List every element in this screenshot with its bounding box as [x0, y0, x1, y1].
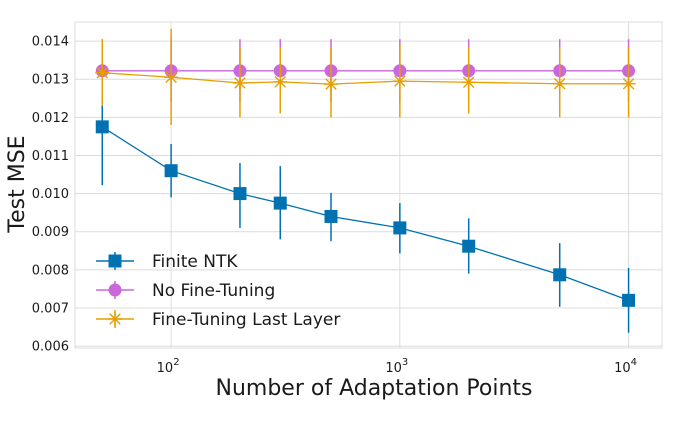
data-point — [392, 74, 407, 89]
legend: Finite NTK No Fine-Tuning Fine-Tuning Last… — [96, 252, 340, 330]
data-point — [461, 75, 476, 90]
data-point — [95, 65, 110, 80]
x-tick-label: 102 — [157, 357, 180, 376]
series-line — [102, 72, 629, 85]
y-tick-label: 0.013 — [32, 73, 69, 88]
legend-marker — [108, 312, 122, 326]
series-line — [101, 126, 629, 301]
data-point — [462, 239, 476, 253]
data-point — [393, 221, 407, 235]
y-tick-label: 0.008 — [32, 263, 69, 278]
legend-entry: Fine-Tuning Last Layer — [96, 310, 340, 330]
series-layer — [95, 28, 636, 333]
data-point — [95, 120, 109, 134]
plot-frame — [74, 21, 663, 349]
series-fine-tuning-last-layer — [95, 28, 636, 125]
y-tick-label: 0.012 — [32, 111, 69, 126]
legend-label: Finite NTK — [152, 252, 238, 272]
y-tick-label: 0.011 — [32, 149, 69, 164]
data-point — [622, 293, 636, 307]
legend-label: Fine-Tuning Last Layer — [152, 310, 340, 330]
data-point — [621, 76, 636, 91]
y-axis: 0.006 0.007 0.008 0.009 0.010 0.011 0.012 0.013… — [32, 35, 69, 355]
data-point — [324, 209, 338, 223]
legend-entry: No Fine-Tuning — [96, 281, 275, 301]
x-tick-label: 104 — [614, 357, 637, 376]
y-tick-label: 0.007 — [32, 301, 69, 316]
data-point — [553, 268, 567, 282]
data-point — [273, 74, 288, 89]
data-point — [273, 196, 287, 210]
y-tick-label: 0.006 — [32, 340, 69, 355]
y-tick-label: 0.010 — [32, 187, 69, 202]
y-axis-title: Test MSE — [5, 135, 30, 233]
data-point — [232, 76, 247, 91]
data-point — [164, 164, 178, 178]
y-tick-label: 0.009 — [32, 225, 69, 240]
series-finite-ntk — [95, 70, 636, 333]
y-tick-label: 0.014 — [32, 35, 69, 50]
legend-label: No Fine-Tuning — [152, 281, 275, 301]
data-point — [323, 77, 338, 92]
data-point — [164, 70, 179, 85]
data-point — [233, 187, 247, 201]
plot-area — [74, 21, 663, 349]
x-tick-label: 103 — [385, 357, 408, 376]
x-axis: 102 103 104 — [157, 357, 637, 376]
legend-entry: Finite NTK — [96, 252, 238, 272]
series-no-fine-tuning — [95, 39, 636, 103]
legend-marker — [108, 283, 122, 297]
data-point — [552, 76, 567, 91]
x-axis-title: Number of Adaptation Points — [216, 376, 533, 401]
legend-marker — [108, 254, 122, 268]
